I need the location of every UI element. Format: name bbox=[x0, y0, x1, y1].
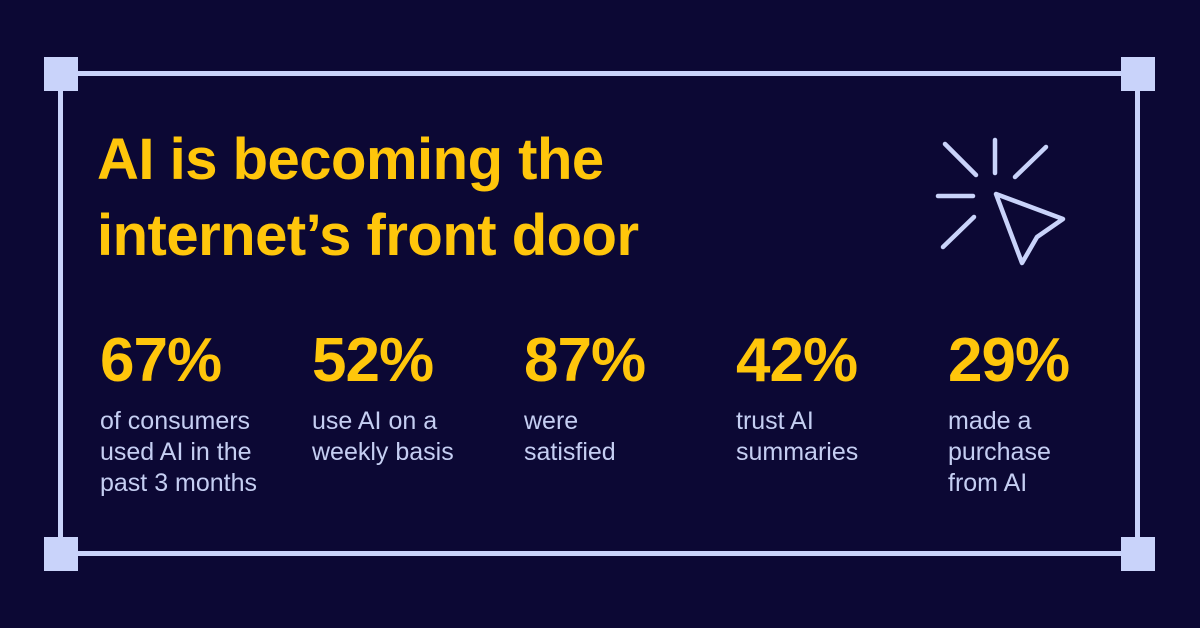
click-ray-top-right bbox=[1012, 144, 1049, 180]
frame-line-left bbox=[58, 73, 63, 554]
stat-value: 67% bbox=[100, 326, 222, 395]
stat-value: 52% bbox=[312, 326, 434, 395]
stat-value: 87% bbox=[524, 326, 646, 395]
cursor-arrow bbox=[993, 191, 1066, 266]
frame-line-right bbox=[1135, 73, 1140, 554]
stat-label: made a purchase from AI bbox=[948, 407, 1051, 497]
stats-row: 67% of consumers used AI in the past 3 m… bbox=[100, 330, 1160, 499]
frame-line-bottom bbox=[60, 551, 1137, 556]
frame-corner-bottom-left bbox=[44, 537, 78, 571]
stat-label: were satisfied bbox=[524, 407, 616, 466]
stat-label: trust AI summaries bbox=[736, 407, 859, 466]
stat-label: use AI on a weekly basis bbox=[312, 407, 454, 466]
stat-label: of consumers used AI in the past 3 month… bbox=[100, 407, 258, 497]
click-cursor-icon bbox=[935, 137, 1066, 266]
frame-corner-bottom-right bbox=[1121, 537, 1155, 571]
click-ray-bottom-left bbox=[940, 214, 977, 250]
stat-satisfied: 87% were satisfied bbox=[524, 330, 736, 499]
stat-trust-summaries: 42% trust AI summaries bbox=[736, 330, 948, 499]
stat-value: 29% bbox=[948, 326, 1070, 395]
stat-made-purchase: 29% made a purchase from AI bbox=[948, 330, 1160, 499]
stat-weekly-basis: 52% use AI on a weekly basis bbox=[312, 330, 524, 499]
frame-corner-top-right bbox=[1121, 57, 1155, 91]
frame-line-top bbox=[60, 71, 1137, 76]
stat-consumers-used-ai: 67% of consumers used AI in the past 3 m… bbox=[100, 330, 312, 499]
stat-value: 42% bbox=[736, 326, 858, 395]
frame-corner-top-left bbox=[44, 57, 78, 91]
click-ray-top-left bbox=[942, 141, 979, 178]
page-title: AI is becoming the internet’s front door bbox=[97, 127, 639, 268]
